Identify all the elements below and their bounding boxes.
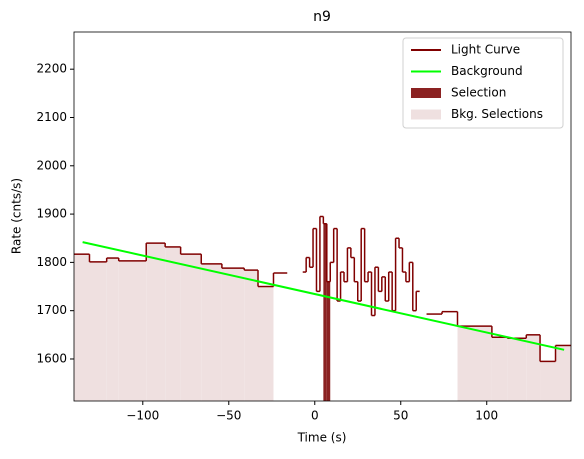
- y-tick-label: 1700: [36, 303, 67, 317]
- bkg-selection-fill: [221, 268, 245, 401]
- bkg-selection-fill: [507, 338, 527, 401]
- bkg-selection-fill: [146, 243, 166, 401]
- x-tick-label: 0: [311, 409, 319, 423]
- selection-fill: [323, 223, 327, 401]
- x-axis-label: Time (s): [297, 431, 347, 445]
- bkg-selection-fill: [491, 337, 508, 401]
- bkg-selection-fill: [258, 286, 274, 401]
- y-tick-label: 2000: [36, 158, 67, 172]
- bkg-selection-fill: [180, 254, 202, 401]
- y-tick-label: 2200: [36, 62, 67, 76]
- plot-frame: [73, 31, 572, 402]
- x-tick-label: 100: [475, 409, 498, 423]
- y-axis-label: Rate (cnts/s): [10, 178, 24, 254]
- legend-label: Light Curve: [451, 43, 520, 57]
- legend-handle: [411, 109, 441, 120]
- bkg-selection-fill: [165, 246, 181, 401]
- background-line: [82, 241, 565, 351]
- bkg-selection-fill: [244, 270, 259, 401]
- bkg-selection-fill: [555, 345, 571, 401]
- legend-label: Selection: [451, 86, 506, 100]
- bkg-selection-fill: [457, 326, 492, 401]
- legend-label: Bkg. Selections: [451, 107, 543, 121]
- chart-title: n9: [313, 9, 331, 25]
- legend-box: [402, 37, 564, 129]
- selection-fill: [326, 281, 331, 401]
- y-tick-label: 1800: [36, 255, 67, 269]
- bkg-selection-fill: [118, 260, 147, 401]
- y-tick-label: 1600: [36, 351, 67, 365]
- y-tick-label: 1900: [36, 207, 67, 221]
- x-tick-label: −100: [126, 409, 159, 423]
- bkg-selection-fill: [201, 263, 222, 401]
- x-tick-label: 50: [393, 409, 408, 423]
- legend-label: Background: [451, 64, 523, 78]
- bkg-selection-fill: [540, 361, 556, 401]
- bkg-selection-fill: [89, 261, 107, 401]
- bkg-selection-fill: [74, 254, 90, 401]
- y-tick-label: 2100: [36, 110, 67, 124]
- bkg-selection-fill: [106, 258, 119, 401]
- legend-handle: [411, 88, 441, 98]
- x-tick-label: −50: [216, 409, 241, 423]
- bkg-selection-fill: [526, 334, 541, 401]
